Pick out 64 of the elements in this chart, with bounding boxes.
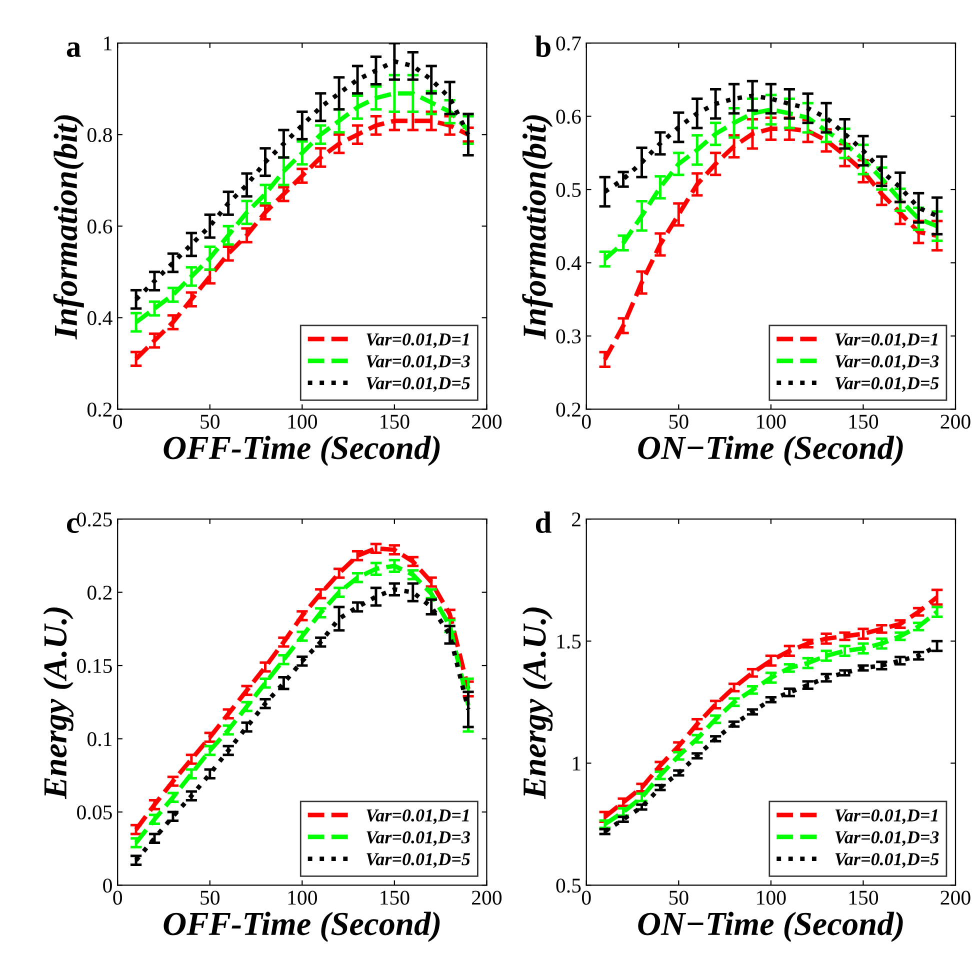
y-tick-label: 2 (572, 512, 580, 526)
y-tick-label: 1 (572, 756, 580, 770)
y-tick-label: 0.6 (87, 220, 112, 234)
y-tick-label: 0.5 (556, 878, 581, 893)
legend-label: Var=0.01,D=1 (366, 333, 469, 348)
x-tick-label: 100 (288, 890, 317, 905)
x-tick-label: 150 (380, 890, 410, 905)
y-tick-label: 0.2 (556, 402, 580, 417)
y-tick-label: 0.6 (556, 110, 581, 124)
y-tick-label: 0.25 (77, 512, 112, 527)
legend-label: Var=0.01,D=5 (366, 853, 470, 868)
chart-title: a (66, 42, 81, 57)
y-tick-label: 0.1 (87, 732, 112, 746)
y-tick-label: 0.7 (556, 36, 581, 51)
y-tick-label: 1 (104, 36, 112, 50)
y-axis-title: Information(bit) (522, 115, 553, 340)
x-tick-label: 150 (849, 414, 878, 429)
x-tick-label: 200 (940, 414, 970, 429)
y-tick-label: 0.4 (556, 256, 582, 270)
x-axis-title: OFF-Time (Second) (164, 912, 440, 942)
x-tick-label: 50 (669, 890, 688, 905)
x-tick-label: 150 (849, 890, 878, 905)
y-axis-title: Energy (A.U.) (522, 608, 553, 800)
y-tick-label: 0.5 (556, 182, 581, 198)
x-tick-label: 100 (288, 414, 317, 429)
x-tick-label: 200 (940, 890, 970, 905)
y-tick-label: 0.05 (77, 805, 112, 820)
y-axis-title: Energy (A.U.) (43, 608, 74, 800)
x-tick-label: 150 (380, 414, 410, 429)
legend-label: Var=0.01,D=3 (835, 831, 939, 846)
x-tick-label: 0 (113, 414, 122, 429)
y-tick-label: 0.8 (87, 128, 112, 142)
legend-label: Var=0.01,D=5 (366, 377, 470, 392)
x-axis-title: ON−Time (Second) (638, 436, 903, 466)
legend-label: Var=0.01,D=1 (835, 809, 938, 824)
x-tick-label: 0 (113, 890, 122, 905)
legend-label: Var=0.01,D=3 (366, 355, 470, 370)
x-tick-label: 200 (472, 414, 502, 429)
y-tick-label: 0.4 (87, 311, 112, 326)
y-tick-label: 1.5 (557, 634, 581, 649)
y-tick-label: 0.15 (77, 658, 112, 674)
x-tick-label: 200 (472, 890, 502, 905)
legend-label: Var=0.01,D=5 (835, 853, 939, 868)
x-tick-label: 50 (200, 414, 220, 429)
y-axis-title: Information(bit) (53, 115, 84, 340)
x-axis-title: ON−Time (Second) (638, 912, 903, 942)
legend-label: Var=0.01,D=3 (835, 355, 939, 370)
y-tick-label: 0.3 (556, 329, 581, 344)
legend-label: Var=0.01,D=1 (366, 809, 469, 824)
legend-label: Var=0.01,D=1 (835, 333, 938, 348)
x-tick-label: 50 (200, 890, 220, 905)
y-tick-label: 0.2 (87, 586, 112, 600)
legend-label: Var=0.01,D=5 (835, 377, 939, 392)
chart-title: b (535, 36, 550, 57)
x-tick-label: 50 (669, 414, 688, 429)
x-tick-label: 0 (582, 414, 591, 429)
x-axis-title: OFF-Time (Second) (164, 436, 440, 466)
x-tick-label: 100 (757, 890, 786, 905)
chart-title: d (536, 512, 552, 534)
y-tick-label: 0.2 (87, 402, 112, 417)
y-tick-label: 0 (103, 878, 112, 893)
legend-label: Var=0.01,D=3 (366, 831, 470, 846)
x-tick-label: 100 (757, 414, 786, 429)
x-tick-label: 0 (582, 890, 591, 905)
